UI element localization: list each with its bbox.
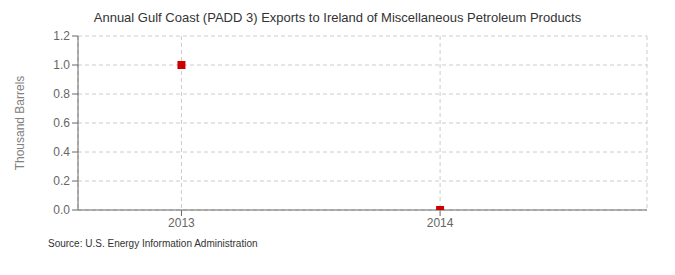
svg-text:0.2: 0.2 [53,174,70,188]
svg-text:1.2: 1.2 [53,29,70,43]
svg-text:2013: 2013 [168,216,195,230]
svg-text:Thousand Barrels: Thousand Barrels [13,76,27,171]
html-text:Annual Gulf Coast (PADD 3) Exp: Annual Gulf Coast (PADD 3) Exports to Ir… [93,10,582,25]
svg-text:1.0: 1.0 [53,58,70,72]
svg-text:0.8: 0.8 [53,87,70,101]
svg-text:2014: 2014 [427,216,454,230]
html-text:Source: U.S. Energy Informatio: Source: U.S. Energy Information Administ… [48,238,258,249]
svg-text:0.4: 0.4 [53,145,70,159]
svg-text:0.6: 0.6 [53,116,70,130]
svg-text:0.0: 0.0 [53,203,70,217]
